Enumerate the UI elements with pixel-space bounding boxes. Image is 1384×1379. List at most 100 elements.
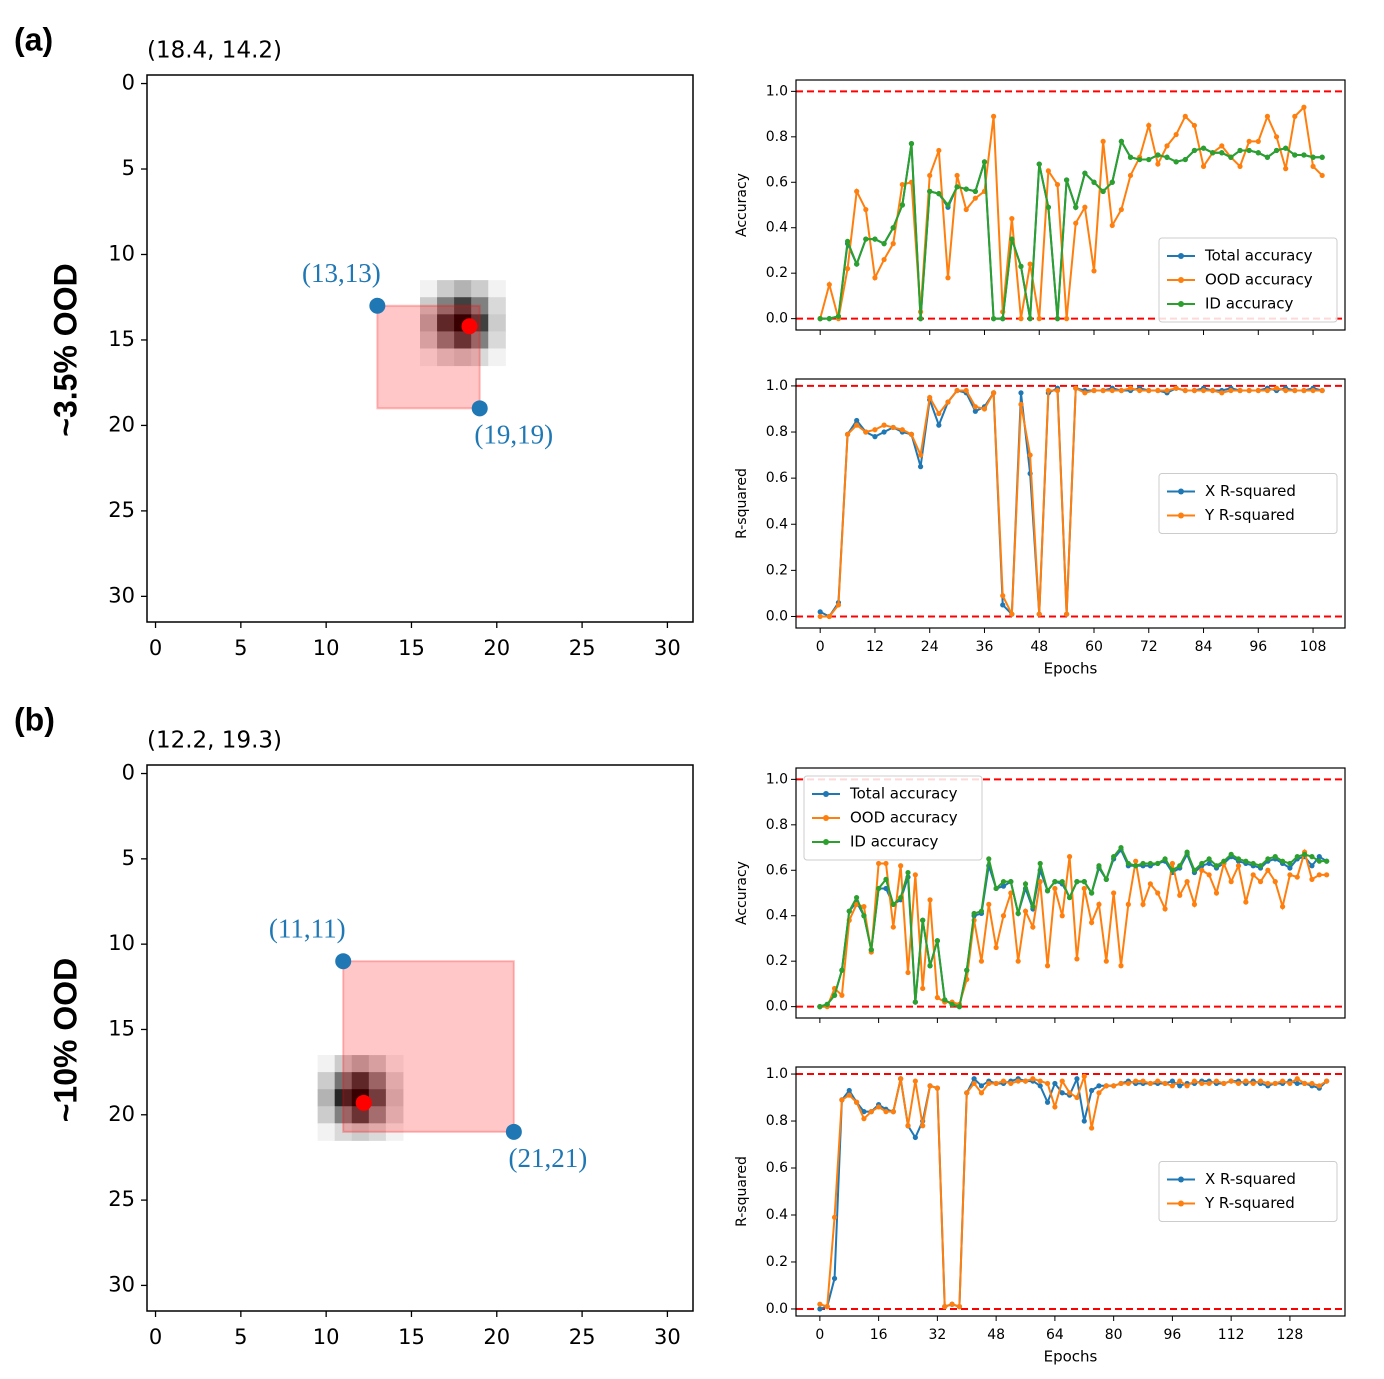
- data-point: [978, 958, 985, 964]
- data-point: [1272, 879, 1278, 885]
- data-point: [1037, 860, 1043, 867]
- data-point: [1324, 872, 1330, 878]
- data-point: [831, 1214, 838, 1220]
- data-point: [899, 181, 905, 188]
- y-tick-label: 15: [108, 327, 135, 351]
- data-point: [920, 1123, 926, 1129]
- data-point: [1052, 885, 1058, 892]
- data-point: [1008, 879, 1014, 885]
- data-point: [1228, 1078, 1234, 1084]
- legend-swatch: [823, 815, 829, 821]
- data-point: [1173, 385, 1179, 391]
- data-point: [936, 147, 942, 154]
- y-tick-label: 1.0: [766, 378, 788, 394]
- data-point: [986, 856, 992, 862]
- data-point: [1022, 1078, 1029, 1084]
- data-point: [861, 904, 867, 910]
- data-point: [1228, 851, 1234, 857]
- series-line: [819, 847, 1328, 1008]
- pixel: [317, 1123, 336, 1141]
- x-tick-label: 48: [1030, 639, 1048, 655]
- pixel: [368, 1089, 387, 1107]
- data-point: [844, 266, 851, 272]
- data-point: [854, 422, 860, 428]
- data-point: [876, 1104, 882, 1110]
- data-point: [912, 1078, 918, 1084]
- data-point: [890, 1109, 896, 1115]
- data-point: [971, 910, 977, 917]
- y-tick-label: 0.4: [766, 908, 788, 924]
- pixel: [454, 331, 472, 349]
- data-point: [1000, 593, 1006, 599]
- y-tick-label: 0.8: [766, 1113, 788, 1129]
- data-point: [1272, 854, 1278, 860]
- data-point: [1027, 316, 1033, 322]
- x-tick-label: 0: [149, 636, 162, 660]
- data-point: [963, 186, 969, 192]
- legend-label: Y R-squared: [1204, 506, 1295, 524]
- data-point: [1052, 1080, 1058, 1087]
- pixel: [471, 297, 489, 315]
- y-tick-label: 5: [122, 846, 135, 870]
- data-point: [831, 992, 838, 998]
- data-point: [1081, 885, 1087, 892]
- pixel: [454, 280, 472, 298]
- data-point: [964, 967, 970, 973]
- data-point: [1221, 858, 1227, 864]
- data-point: [1237, 163, 1243, 169]
- data-point: [1133, 1078, 1139, 1084]
- y-tick-label: 10: [108, 241, 135, 265]
- data-point: [1054, 387, 1061, 394]
- data-point: [927, 188, 933, 194]
- data-point: [1265, 856, 1271, 862]
- data-point: [1302, 1080, 1308, 1087]
- data-point: [1059, 913, 1065, 919]
- data-point: [1059, 879, 1065, 885]
- data-point: [854, 261, 860, 267]
- y-axis-label: Accuracy: [734, 861, 750, 925]
- data-point: [1309, 854, 1315, 860]
- x-tick-label: 64: [1046, 1327, 1064, 1343]
- data-point: [1091, 179, 1097, 185]
- legend-frame: [1158, 237, 1338, 323]
- data-point: [1009, 611, 1015, 617]
- y-tick-label: 1.0: [766, 1066, 788, 1082]
- legend-label: Total accuracy: [849, 785, 958, 803]
- data-point: [1292, 152, 1298, 158]
- data-point: [1184, 879, 1190, 885]
- data-point: [1237, 147, 1243, 154]
- data-point: [1316, 854, 1322, 860]
- data-point: [876, 860, 882, 867]
- data-point: [1210, 150, 1216, 156]
- data-point: [1235, 863, 1242, 869]
- data-point: [1283, 387, 1289, 394]
- y-tick-label: 0.2: [766, 265, 788, 281]
- data-point: [1235, 1080, 1242, 1087]
- data-point: [1173, 159, 1179, 165]
- data-point: [1273, 385, 1280, 391]
- data-point: [1082, 170, 1088, 176]
- pixel: [317, 1106, 336, 1124]
- data-point: [1294, 874, 1300, 880]
- data-point: [917, 464, 924, 470]
- y-tick-label: 20: [108, 412, 135, 436]
- data-point: [883, 860, 889, 867]
- data-point: [1091, 387, 1097, 394]
- data-point: [1319, 154, 1325, 160]
- data-point: [876, 885, 882, 892]
- data-point: [1213, 890, 1220, 896]
- data-point: [1250, 860, 1256, 867]
- pixel: [488, 280, 506, 298]
- data-point: [1191, 387, 1198, 394]
- data-point: [1309, 876, 1315, 882]
- y-tick-label: 0.0: [766, 311, 788, 327]
- data-point: [1200, 387, 1207, 394]
- data-point: [846, 1087, 852, 1094]
- data-point: [920, 917, 926, 923]
- data-point: [835, 313, 842, 319]
- data-point: [854, 417, 860, 424]
- data-point: [1027, 261, 1033, 267]
- data-point: [1169, 860, 1176, 867]
- data-point: [1118, 387, 1124, 394]
- legend-label: ID accuracy: [850, 833, 939, 851]
